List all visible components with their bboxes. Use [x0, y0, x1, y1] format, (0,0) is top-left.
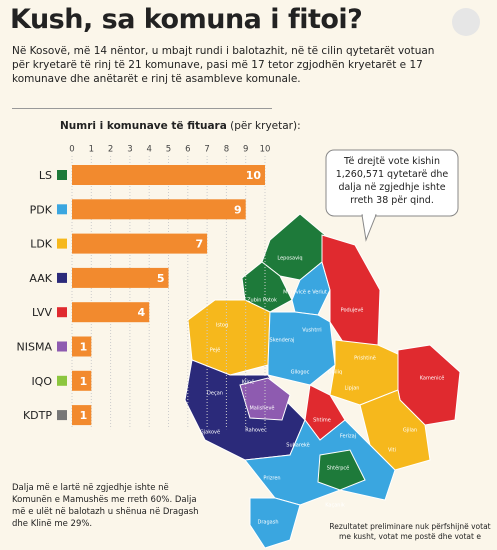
- map-label: Gjakovë: [200, 430, 220, 436]
- map-label: Prishtinë: [354, 356, 376, 362]
- y-tick-label: LS: [39, 169, 52, 182]
- y-tick-label: PDK: [30, 203, 53, 216]
- map-label: Dragash: [258, 520, 279, 526]
- map-label: Istog: [216, 323, 228, 329]
- map-label: Vushtrri: [302, 328, 321, 334]
- map-label: Klinë: [242, 380, 254, 386]
- x-tick-label: 10: [260, 145, 271, 155]
- divider: [12, 108, 272, 109]
- value-label: 10: [246, 169, 262, 182]
- party-marker: [57, 204, 67, 215]
- x-tick-label: 3: [127, 145, 132, 155]
- y-tick-label: LVV: [32, 306, 52, 319]
- y-tick-label: IQO: [31, 375, 52, 388]
- x-tick-label: 5: [166, 145, 171, 155]
- map-label: Prizren: [263, 476, 280, 482]
- bar: [72, 199, 246, 220]
- map-label: Podujevë: [341, 308, 364, 314]
- bar: [72, 405, 92, 426]
- y-tick-label: LDK: [30, 238, 53, 251]
- x-tick-label: 7: [204, 145, 209, 155]
- map-label: Gjilan: [403, 428, 417, 434]
- map-label: Deçan: [207, 391, 223, 397]
- map-label: Shtërpcë: [327, 466, 349, 472]
- x-tick-label: 6: [185, 145, 190, 155]
- value-label: 4: [138, 306, 146, 319]
- map-label: Viti: [388, 448, 396, 454]
- disclaimer-note: Rezultatet preliminare nuk përfshijnë vo…: [329, 522, 491, 541]
- map-label: Rahovec: [245, 428, 267, 434]
- map-label: Zubin Potok: [247, 298, 277, 304]
- bar: [72, 267, 169, 288]
- party-marker: [57, 170, 67, 180]
- map-label: Ferizaj: [340, 434, 356, 440]
- bar: [72, 302, 150, 323]
- value-label: 1: [80, 341, 88, 354]
- bar: [72, 233, 208, 254]
- x-tick-label: 8: [224, 145, 229, 155]
- party-marker: [57, 341, 67, 352]
- callout-pointer: [361, 214, 377, 242]
- party-marker: [57, 272, 67, 283]
- map-label: Suharekë: [286, 443, 309, 449]
- chart-title-wrap: Numri i komunave të fituara (për kryetar…: [60, 120, 301, 132]
- x-tick-label: 2: [108, 145, 113, 155]
- map: [184, 213, 461, 549]
- callout-text: Të drejtë vote kishin 1,260,571 qytetarë…: [335, 156, 449, 206]
- map-label: Gllogoc: [291, 370, 310, 376]
- map-label: Kamenicë: [420, 376, 445, 382]
- expand-icon[interactable]: [452, 8, 480, 36]
- value-label: 7: [195, 238, 203, 251]
- bar: [72, 336, 92, 357]
- value-label: 5: [157, 272, 165, 285]
- x-tick-label: 1: [89, 145, 94, 155]
- callout-box: [325, 149, 459, 217]
- party-marker: [57, 307, 67, 318]
- bar: [72, 165, 265, 185]
- y-tick-label: KDTP: [23, 409, 52, 422]
- y-tick-label: AAK: [29, 272, 52, 285]
- region: [249, 497, 301, 549]
- party-marker: [57, 238, 67, 249]
- map-label: Malishevë: [249, 406, 274, 412]
- value-label: 1: [80, 375, 88, 388]
- party-marker: [57, 410, 67, 421]
- x-tick-label: 9: [243, 145, 248, 155]
- map-label: Lipjan: [345, 386, 360, 392]
- x-tick-label: 4: [146, 145, 151, 155]
- bar: [72, 370, 92, 391]
- region: [317, 449, 366, 491]
- map-label: Leposaviq: [277, 256, 302, 262]
- party-marker: [57, 375, 67, 386]
- map-label: Pejë: [210, 348, 220, 354]
- turnout-note: Dalja më e lartë në zgjedhje ishte në Ko…: [12, 483, 199, 529]
- chart-title: Numri i komunave të fituara: [60, 120, 227, 132]
- value-label: 1: [80, 409, 88, 422]
- map-label: Kaçanik: [325, 503, 345, 509]
- map-label: Obiliq: [328, 370, 342, 376]
- page-title: Kush, sa komuna i fitoi?: [10, 4, 363, 35]
- value-label: 9: [234, 203, 242, 216]
- x-tick-label: 0: [69, 145, 74, 155]
- map-label: Skenderaj: [270, 338, 295, 344]
- y-tick-label: NISMA: [17, 341, 53, 354]
- map-label: Mitrovicë e Veriut: [283, 290, 327, 296]
- chart-subtitle: (për kryetar):: [230, 120, 301, 132]
- map-label: Shtime: [313, 418, 331, 424]
- intro-text: Në Kosovë, më 14 nëntor, u mbajt rundi i…: [12, 45, 435, 85]
